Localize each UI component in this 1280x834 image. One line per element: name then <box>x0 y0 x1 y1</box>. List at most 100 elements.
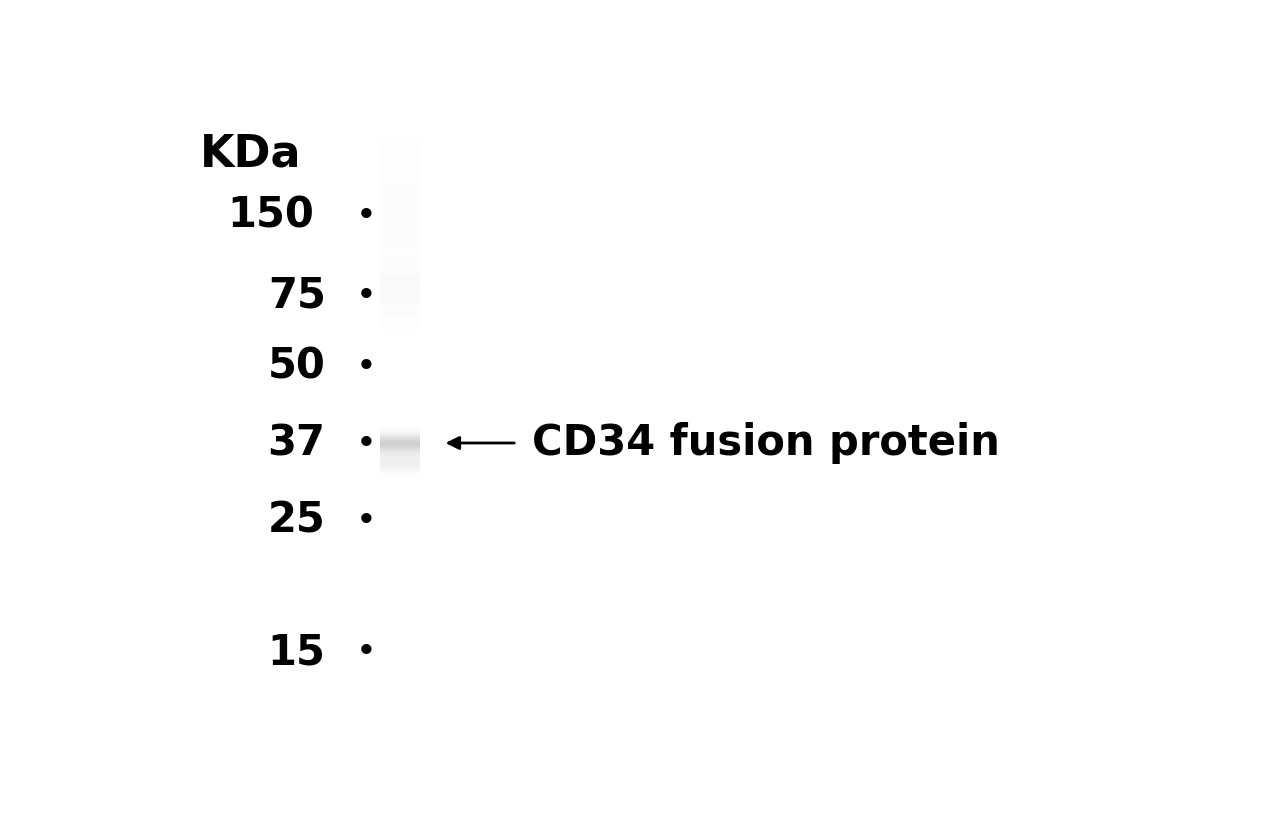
Bar <box>380 208 420 216</box>
Bar <box>380 456 420 458</box>
Bar <box>380 148 420 156</box>
Bar <box>380 194 420 202</box>
Bar <box>380 286 420 294</box>
Bar <box>380 454 420 455</box>
Bar <box>380 253 420 256</box>
Bar <box>380 317 420 320</box>
Bar <box>380 326 420 329</box>
Bar <box>380 304 420 307</box>
Text: •: • <box>356 638 375 666</box>
Bar <box>380 128 420 134</box>
Bar <box>380 274 420 277</box>
Bar <box>380 434 420 435</box>
Bar <box>380 449 420 450</box>
Bar <box>380 324 420 326</box>
Bar <box>380 339 420 343</box>
Bar <box>380 307 420 310</box>
Bar <box>380 166 420 173</box>
Bar <box>380 305 420 309</box>
Bar <box>380 428 420 429</box>
Bar <box>380 465 420 466</box>
Bar <box>380 205 420 212</box>
Bar <box>380 277 420 280</box>
Bar <box>380 457 420 458</box>
Bar <box>380 314 420 317</box>
Bar <box>380 265 420 269</box>
Bar <box>380 472 420 473</box>
Bar <box>380 477 420 478</box>
Bar <box>380 322 420 325</box>
Bar <box>380 458 420 459</box>
Bar <box>380 477 420 479</box>
Bar <box>380 461 420 462</box>
Text: •: • <box>356 353 375 380</box>
Bar <box>380 336 420 339</box>
Bar <box>380 453 420 455</box>
Bar <box>380 432 420 434</box>
Bar <box>380 456 420 457</box>
Bar <box>380 297 420 304</box>
Text: •: • <box>356 430 375 458</box>
Bar <box>380 476 420 477</box>
Bar <box>380 312 420 315</box>
Bar <box>380 450 420 451</box>
Bar <box>380 188 420 194</box>
Bar <box>380 282 420 284</box>
Bar <box>380 260 420 264</box>
Bar <box>380 311 420 318</box>
Bar <box>380 451 420 453</box>
Bar <box>380 455 420 457</box>
Bar <box>380 459 420 460</box>
Bar <box>380 249 420 253</box>
Bar <box>380 117 420 123</box>
Bar <box>380 451 420 453</box>
Bar <box>380 452 420 453</box>
Text: 150: 150 <box>227 194 314 237</box>
Bar <box>380 464 420 465</box>
Bar <box>380 455 420 456</box>
Bar <box>380 334 420 338</box>
Bar <box>380 456 420 457</box>
Bar <box>380 173 420 180</box>
Bar <box>380 152 420 159</box>
Bar <box>380 294 420 298</box>
Bar <box>380 427 420 428</box>
Bar <box>380 283 420 286</box>
Text: •: • <box>356 282 375 310</box>
Bar <box>380 431 420 433</box>
Bar <box>380 459 420 460</box>
Text: 37: 37 <box>268 423 325 465</box>
Bar <box>380 138 420 145</box>
Bar <box>380 338 420 341</box>
Bar <box>380 145 420 152</box>
Bar <box>380 451 420 452</box>
Bar <box>380 325 420 328</box>
Bar <box>380 469 420 470</box>
Bar <box>380 467 420 468</box>
Bar <box>380 465 420 466</box>
Bar <box>380 283 420 290</box>
Bar <box>380 304 420 311</box>
Bar <box>380 452 420 454</box>
Bar <box>380 279 420 286</box>
Bar <box>380 461 420 462</box>
Bar <box>380 455 420 456</box>
Bar <box>380 262 420 269</box>
Bar <box>380 473 420 475</box>
Bar <box>380 466 420 468</box>
Bar <box>380 191 420 198</box>
Bar <box>380 280 420 283</box>
Bar <box>380 300 420 308</box>
Bar <box>380 244 420 251</box>
Bar <box>380 258 420 265</box>
Bar <box>380 461 420 462</box>
Bar <box>380 436 420 438</box>
Bar <box>380 259 420 262</box>
Bar <box>380 262 420 265</box>
Bar <box>380 219 420 226</box>
Bar <box>380 425 420 426</box>
Bar <box>380 439 420 440</box>
Bar <box>380 457 420 459</box>
Bar <box>380 276 420 283</box>
Bar <box>380 216 420 223</box>
